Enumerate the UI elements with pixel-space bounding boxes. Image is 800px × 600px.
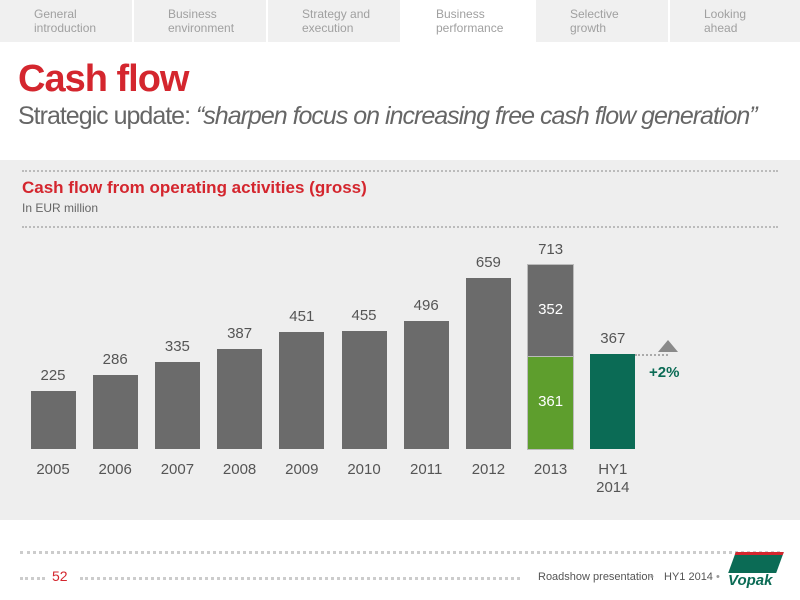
nav-tab: Business performance [402, 0, 534, 42]
x-tick-label: 2010 [347, 461, 381, 478]
data-label: 361 [538, 393, 564, 411]
logo: Vopak [728, 572, 773, 589]
footer-dots [20, 577, 45, 580]
slide-title: Cash flow [18, 58, 189, 100]
x-tick-label: 2005 [36, 461, 70, 478]
chart-subtitle: In EUR million [22, 201, 99, 215]
nav-tab: Business environment [134, 0, 266, 42]
data-label: 352 [538, 301, 564, 319]
data-label: 455 [351, 307, 377, 325]
bar [30, 390, 76, 449]
bar [527, 354, 575, 450]
footer-right: HY1 2014 [664, 571, 713, 583]
bar [92, 374, 138, 449]
reference-line [635, 354, 668, 357]
data-label: 387 [227, 324, 253, 342]
total-label: 713 [538, 240, 564, 258]
data-label: 286 [102, 350, 128, 368]
data-label: 451 [289, 308, 315, 326]
annotation: +2% [649, 364, 680, 382]
slide-subtitle: Strategic update: “sharpen focus on incr… [18, 102, 758, 131]
nav-tab: General introduction [0, 0, 132, 42]
page-number: 52 [52, 568, 68, 584]
divider [22, 226, 778, 228]
logo-mark [728, 552, 784, 573]
bar [590, 354, 636, 449]
bar [279, 332, 325, 449]
footer-left: Roadshow presentation [538, 571, 654, 583]
data-label: 659 [475, 254, 501, 272]
x-tick-label: 2008 [222, 461, 257, 478]
separator: • [716, 571, 720, 583]
nav-tab: Selective growth [536, 0, 668, 42]
bar [465, 278, 511, 449]
subtitle-lead: Strategic update: [18, 102, 196, 130]
x-tick-label: 2007 [160, 461, 195, 478]
nav-tab: Looking ahead [670, 0, 800, 42]
footer-dots [80, 577, 520, 580]
data-label: 367 [600, 330, 626, 348]
x-tick-label: 2009 [285, 461, 319, 478]
x-tick-label: 2013 [533, 461, 568, 478]
x-tick-label: 2012 [471, 461, 506, 478]
divider [22, 170, 778, 172]
bar [527, 263, 575, 357]
data-label: 335 [164, 338, 190, 356]
data-label: 496 [413, 296, 439, 314]
footer-dots [20, 551, 780, 554]
arrow [658, 340, 678, 353]
bar [403, 320, 449, 449]
data-label: 225 [40, 366, 66, 384]
x-tick-label: HY1 2014 [596, 461, 630, 496]
chart: 2005 225 2006 286 2007 335 2008 387 2009 451 2010 4… [30, 240, 680, 496]
subtitle-quote: “sharpen focus on increasing free cash f… [195, 102, 758, 130]
nav-tab: Strategy and execution [268, 0, 400, 42]
chart-panel: Cash flow from operating activities (gro… [0, 160, 800, 520]
bar [341, 331, 387, 449]
bar [154, 362, 200, 449]
x-tick-label: 2011 [410, 461, 443, 478]
bar [217, 348, 263, 449]
separator: • [650, 571, 654, 583]
x-tick-label: 2006 [98, 461, 132, 478]
chart-title: Cash flow from operating activities (gro… [22, 178, 367, 197]
